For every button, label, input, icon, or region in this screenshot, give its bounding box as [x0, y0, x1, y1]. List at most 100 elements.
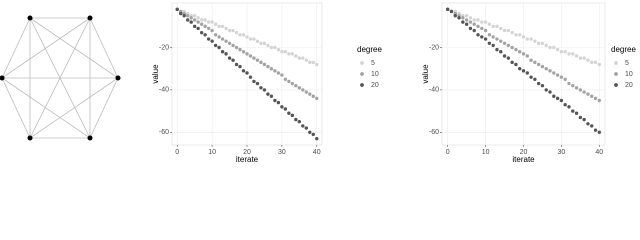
point — [234, 62, 239, 67]
point — [213, 22, 218, 26]
point — [529, 75, 533, 79]
point — [273, 69, 277, 73]
point — [464, 14, 469, 18]
point — [238, 64, 242, 69]
legend-key — [614, 83, 618, 87]
point — [510, 60, 514, 65]
point — [245, 52, 249, 56]
point — [252, 56, 256, 60]
point — [196, 20, 200, 24]
point — [227, 28, 232, 33]
point — [518, 50, 522, 54]
point — [175, 7, 179, 12]
point — [559, 98, 564, 103]
point — [304, 90, 309, 94]
y-tick-label: -40 — [429, 87, 439, 94]
x-tick-label: 0 — [175, 149, 179, 156]
point — [210, 28, 214, 33]
point — [179, 11, 183, 16]
point — [262, 41, 267, 45]
y-axis-label: value — [421, 64, 430, 84]
point — [548, 90, 552, 94]
point — [483, 37, 488, 41]
point — [301, 124, 305, 128]
point — [262, 88, 267, 92]
point — [480, 26, 484, 31]
point — [582, 90, 586, 94]
point — [301, 88, 305, 92]
point — [514, 33, 518, 37]
x-axis-label: iterate — [236, 155, 259, 164]
point — [521, 52, 526, 56]
point — [499, 26, 503, 31]
point — [487, 41, 492, 45]
point — [206, 20, 211, 24]
point — [276, 100, 281, 105]
point — [574, 111, 579, 115]
y-tick-label: -60 — [429, 129, 439, 136]
point — [255, 58, 260, 62]
x-tick-label: 10 — [482, 149, 490, 156]
point — [287, 79, 291, 84]
point — [506, 28, 511, 33]
point — [266, 43, 270, 48]
point — [510, 30, 514, 35]
point — [540, 64, 545, 69]
point — [555, 96, 560, 101]
point — [304, 58, 309, 62]
point — [514, 47, 518, 52]
figure: -20 -40 -60 0 10 20 30 40 iterate value degree 5 10 2… — [0, 2, 636, 164]
point — [472, 18, 476, 22]
point — [234, 30, 239, 35]
point — [224, 26, 228, 31]
point — [514, 62, 518, 67]
point — [578, 115, 583, 120]
point — [273, 98, 277, 103]
legend-key — [614, 61, 618, 65]
point — [567, 52, 571, 56]
legend-title: degree — [357, 45, 382, 54]
point — [210, 20, 214, 24]
point — [480, 35, 484, 39]
point — [290, 113, 295, 118]
point — [189, 20, 193, 24]
point — [468, 26, 473, 31]
point — [574, 86, 579, 90]
point — [571, 109, 575, 113]
point — [199, 22, 204, 26]
point — [199, 18, 204, 22]
point — [525, 71, 529, 75]
point — [213, 33, 218, 37]
point — [540, 83, 545, 88]
point — [510, 45, 514, 50]
point — [252, 79, 256, 84]
point — [574, 54, 579, 58]
point — [259, 60, 263, 65]
point — [311, 94, 315, 98]
point — [280, 50, 284, 54]
point — [582, 56, 586, 60]
point — [241, 33, 246, 37]
point — [308, 92, 312, 96]
point — [259, 41, 263, 45]
point — [593, 128, 598, 132]
point — [252, 37, 256, 41]
point — [567, 81, 571, 86]
point — [248, 54, 253, 58]
point — [590, 94, 594, 98]
point — [283, 77, 288, 81]
point — [262, 62, 267, 67]
legend-label: 20 — [371, 82, 379, 89]
point — [571, 83, 575, 88]
point — [518, 67, 522, 71]
point — [521, 35, 526, 39]
point — [231, 58, 235, 62]
point — [548, 45, 552, 50]
point — [273, 45, 277, 50]
legend-label: 5 — [371, 60, 375, 67]
point — [269, 45, 274, 50]
point — [491, 43, 495, 48]
point — [548, 69, 552, 73]
point — [502, 54, 507, 58]
point — [217, 45, 221, 50]
